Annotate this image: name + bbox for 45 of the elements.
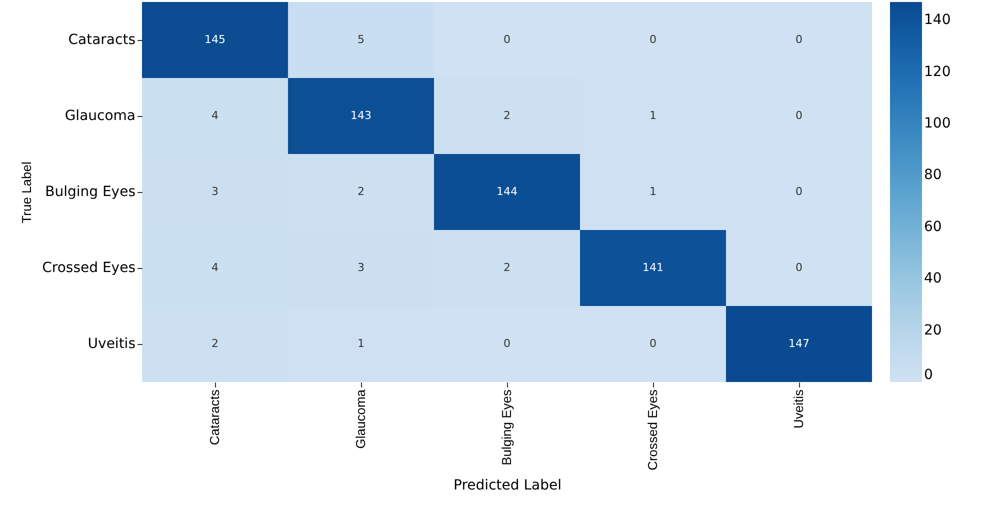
data-label: 2 xyxy=(504,261,510,274)
data-label: 4 xyxy=(212,261,218,274)
y-tick-label: Bulging Eyes xyxy=(45,184,136,200)
data-label: 0 xyxy=(796,185,802,198)
data-label: 1 xyxy=(650,109,656,122)
data-label: 3 xyxy=(212,185,218,198)
data-label: 0 xyxy=(650,33,656,46)
data-label: 145 xyxy=(204,33,226,46)
data-label: 0 xyxy=(650,337,656,350)
color-bar-label: 140 xyxy=(924,12,951,28)
y-tick-label: Uveitis xyxy=(88,336,136,352)
x-tick-label: Crossed Eyes xyxy=(645,389,660,470)
y-axis-title: True Label xyxy=(19,162,34,224)
data-label: 147 xyxy=(788,337,810,350)
data-label: 1 xyxy=(358,337,364,350)
data-label: 3 xyxy=(358,261,364,274)
x-tick-label: Glaucoma xyxy=(353,388,368,449)
data-label: 0 xyxy=(504,337,510,350)
y-tick-label: Cataracts xyxy=(68,32,136,48)
y-tick-label: Crossed Eyes xyxy=(42,260,136,276)
data-label: 0 xyxy=(796,109,802,122)
color-bar-label: 120 xyxy=(924,64,951,80)
data-label: 1 xyxy=(650,185,656,198)
color-bar-label: 60 xyxy=(924,218,942,235)
y-tick-label: Glaucoma xyxy=(64,108,136,124)
data-label: 143 xyxy=(350,109,372,122)
x-tick-label: Cataracts xyxy=(207,389,222,446)
x-tick-label: Bulging Eyes xyxy=(499,389,514,466)
data-label: 2 xyxy=(358,185,364,198)
data-label: 2 xyxy=(212,337,218,350)
data-label: 0 xyxy=(796,261,802,274)
data-label: 0 xyxy=(504,33,510,46)
color-bar-label: 20 xyxy=(924,322,942,338)
color-bar-label: 0 xyxy=(924,367,933,383)
data-label: 4 xyxy=(212,109,218,122)
x-axis-title: Predicted Label xyxy=(454,477,562,494)
x-tick-label: Uveitis xyxy=(791,389,806,429)
data-label: 0 xyxy=(796,33,802,46)
color-bar-label: 100 xyxy=(924,115,951,132)
data-label: 144 xyxy=(496,185,518,198)
color-bar-label: 80 xyxy=(924,167,942,184)
data-label: 2 xyxy=(504,109,510,122)
data-label: 141 xyxy=(642,261,664,274)
color-bar-label: 40 xyxy=(924,270,942,287)
data-label: 5 xyxy=(358,33,364,46)
